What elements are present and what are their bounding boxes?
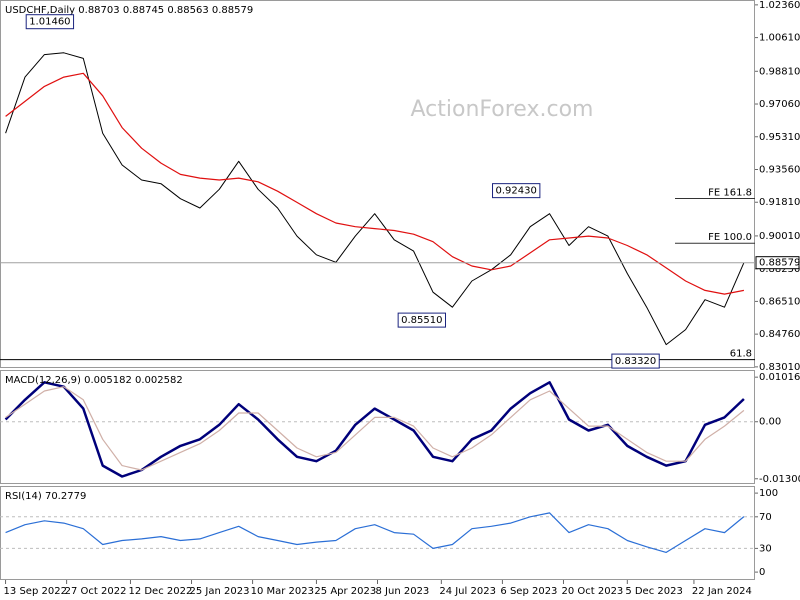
y-tick-label: -0.013006 [759, 474, 800, 485]
series-line [5, 52, 745, 346]
y-tick-label: 0.86510 [759, 296, 800, 307]
watermark: ActionForex.com [411, 97, 594, 122]
y-tick-label: 0.90010 [759, 231, 800, 242]
x-tick-label: 13 Sep 2022 [4, 586, 67, 597]
y-tick-label: 1.00610 [759, 33, 800, 44]
y-tick-label: 0.97060 [759, 99, 800, 110]
y-tick-label: 100 [759, 488, 778, 499]
fibo-label: 61.8 [730, 349, 752, 360]
last-price-box [755, 256, 800, 270]
price-annotation: 0.85510 [397, 312, 447, 328]
y-tick-label: 0 [759, 567, 765, 578]
y-tick-label: 30 [759, 543, 772, 554]
x-tick-label: 20 Oct 2023 [561, 586, 623, 597]
fibo-label: FE 100.0 [708, 232, 752, 243]
series-line [5, 386, 745, 471]
panel-frame [0, 0, 755, 368]
x-tick-label: 5 Dec 2023 [625, 586, 683, 597]
annotation-box [397, 312, 447, 328]
y-tick-label: 0.95310 [759, 132, 800, 143]
series-line [5, 72, 745, 295]
annotation-box [25, 14, 75, 30]
y-tick-label: 0.00 [759, 417, 781, 428]
y-tick-label: 0.98810 [759, 66, 800, 77]
annotation-label: 1.01460 [29, 17, 70, 28]
price-annotation: 0.83320 [611, 353, 660, 369]
y-tick-label: 0.88250 [759, 264, 800, 275]
x-tick-label: 24 Jul 2023 [439, 586, 496, 597]
y-tick-label: 0.91810 [759, 197, 800, 208]
series-line [4, 381, 745, 478]
panel-frame [0, 486, 755, 580]
panel-title: RSI(14) 70.2779 [5, 491, 86, 502]
annotation-box [492, 183, 541, 199]
x-tick-label: 6 Sep 2023 [500, 586, 557, 597]
y-tick-label: 1.02360 [759, 0, 800, 11]
annotation-label: 0.92430 [496, 186, 537, 197]
last-price-label: 0.88579 [759, 258, 800, 269]
panel-frame [0, 370, 755, 484]
price-annotation: 0.92430 [492, 183, 541, 199]
panel-title: USDCHF,Daily 0.88703 0.88745 0.88563 0.8… [5, 5, 253, 16]
x-tick-label: 25 Jan 2023 [190, 586, 250, 597]
x-tick-label: 8 Jun 2023 [376, 586, 430, 597]
x-tick-label: 12 Dec 2022 [128, 586, 192, 597]
x-tick-label: 10 Mar 2023 [251, 586, 314, 597]
series-line [5, 512, 745, 553]
price-annotation: 1.01460 [25, 14, 75, 30]
x-tick-label: 22 Jan 2024 [692, 586, 752, 597]
y-tick-label: 0.84760 [759, 329, 800, 340]
annotation-label: 0.83320 [615, 356, 656, 367]
x-tick-label: 27 Oct 2022 [65, 586, 127, 597]
fibo-label: FE 161.8 [708, 187, 752, 198]
y-tick-label: 0.83010 [759, 362, 800, 373]
x-tick-label: 25 Apr 2023 [314, 586, 376, 597]
y-tick-label: 70 [759, 512, 772, 523]
y-tick-label: 0.93560 [759, 165, 800, 176]
panel-title: MACD(12,26,9) 0.005182 0.002582 [5, 375, 183, 386]
annotation-box [611, 353, 660, 369]
y-tick-label: 0.010166 [759, 372, 800, 383]
annotation-label: 0.85510 [401, 315, 442, 326]
